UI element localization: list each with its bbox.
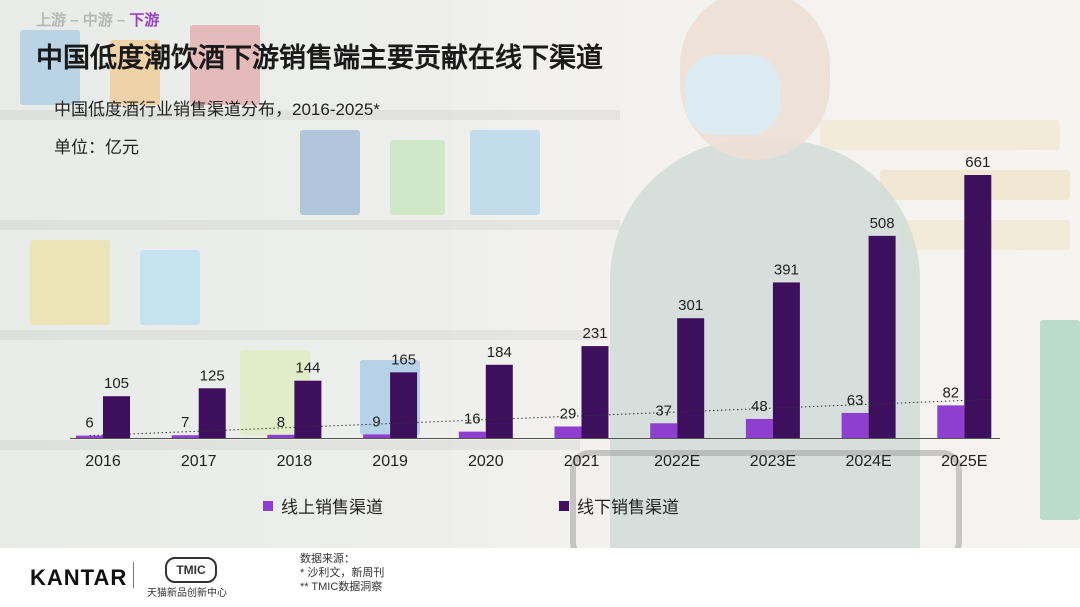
bar-online (745, 418, 773, 438)
bar-offline (677, 318, 705, 438)
breadcrumb-separator: – (66, 12, 83, 29)
x-tick-label: 2018 (277, 453, 313, 470)
breadcrumb-downstream[interactable]: 下游 (129, 12, 160, 29)
legend-label-offline: 线下销售渠道 (577, 498, 679, 517)
bar-online (650, 423, 678, 438)
source-label: 数据来源： (300, 553, 355, 565)
bar-chart: 6 105 2016 7 125 2017 8 144 2018 9 165 2019 16 184 202… (70, 154, 1000, 470)
bar-online (171, 435, 199, 438)
bar-online (267, 434, 295, 438)
tmic-logo: TMIC (165, 557, 217, 583)
data-source: 数据来源： * 沙利文，新周刊 ** TMIC数据洞察 (300, 552, 384, 594)
data-label-offline: 105 (104, 375, 129, 392)
data-label-online: 48 (751, 398, 768, 415)
data-label-online: 6 (85, 415, 93, 432)
bar-offline (485, 364, 513, 438)
breadcrumb-midstream[interactable]: 中游 (82, 12, 113, 29)
x-tick-label: 2024E (845, 453, 891, 470)
data-label-offline: 391 (774, 261, 799, 278)
x-tick-label: 2020 (468, 453, 504, 470)
data-label-offline: 231 (582, 325, 607, 342)
legend-swatch-offline (559, 500, 569, 511)
kantar-logo: KANTAR (30, 565, 128, 590)
bar-online (76, 435, 103, 438)
data-label-online: 9 (372, 413, 380, 430)
bar-online (841, 412, 869, 438)
data-label-offline: 165 (391, 351, 416, 368)
data-label-online: 82 (942, 384, 959, 401)
breadcrumb-upstream[interactable]: 上游 (36, 12, 67, 29)
source-item: ** TMIC数据洞察 (300, 581, 383, 593)
x-tick-label: 2023E (750, 453, 796, 470)
bar-offline (294, 380, 322, 438)
tmic-name: 天猫新品创新中心 (147, 588, 227, 599)
bar-online (363, 434, 391, 438)
bar-offline (868, 235, 896, 438)
data-label-online: 7 (181, 414, 189, 431)
data-label-online: 8 (277, 414, 285, 431)
bar-online (458, 431, 486, 438)
legend-swatch-online (263, 500, 273, 511)
data-label-offline: 301 (678, 297, 703, 314)
data-label-online: 37 (655, 402, 672, 419)
chart-unit: 单位：亿元 (54, 138, 139, 157)
x-tick-label: 2021 (564, 453, 600, 470)
data-label-offline: 508 (870, 215, 895, 232)
footer-divider (133, 562, 134, 588)
bar-online (554, 426, 582, 438)
legend-online: 线上销售渠道 (263, 493, 383, 518)
source-item: * 沙利文，新周刊 (300, 567, 385, 579)
bar-offline (964, 175, 992, 438)
breadcrumb: 上游 – 中游 – 下游 (36, 9, 159, 30)
bar-offline (581, 346, 609, 438)
bar-online (937, 405, 965, 438)
x-tick-label: 2022E (654, 453, 700, 470)
x-tick-label: 2019 (372, 453, 408, 470)
data-label-offline: 184 (487, 344, 512, 361)
breadcrumb-separator: – (112, 12, 130, 29)
page-title: 中国低度潮饮酒下游销售端主要贡献在线下渠道 (36, 43, 603, 73)
chart-subtitle: 中国低度酒行业销售渠道分布，2016-2025* (54, 100, 380, 119)
bar-offline (772, 282, 800, 438)
data-label-offline: 125 (200, 367, 225, 384)
bar-offline (390, 372, 418, 438)
x-tick-label: 2025E (941, 453, 987, 470)
white-overlay (0, 0, 1080, 548)
x-tick-label: 2017 (181, 453, 217, 470)
data-label-offline: 661 (965, 154, 990, 171)
data-label-online: 29 (560, 405, 577, 422)
bar-offline (103, 396, 130, 438)
footer: KANTAR TMIC 天猫新品创新中心 数据来源： * 沙利文，新周刊 ** … (0, 548, 1080, 607)
x-tick-label: 2016 (85, 453, 121, 470)
data-label-online: 63 (847, 392, 864, 409)
legend-offline: 线下销售渠道 (559, 493, 679, 518)
bar-offline (198, 388, 226, 438)
legend-label-online: 线上销售渠道 (281, 498, 383, 517)
data-label-online: 16 (464, 411, 481, 428)
data-label-offline: 144 (295, 360, 320, 377)
